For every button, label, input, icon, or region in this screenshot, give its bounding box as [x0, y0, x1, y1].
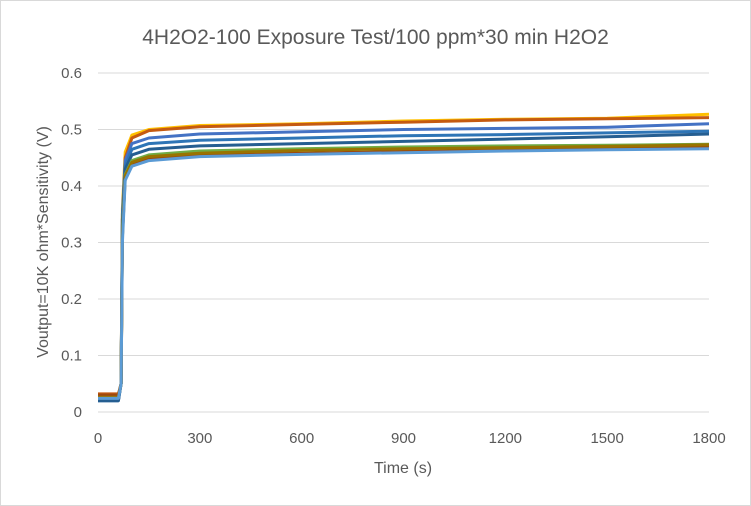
x-tick-label: 1200 — [489, 430, 522, 447]
y-tick-label: 0.4 — [61, 178, 82, 195]
series-line-7 — [98, 145, 710, 397]
x-tick-label: 300 — [187, 430, 212, 447]
x-tick-label: 0 — [94, 430, 102, 447]
y-tick-label: 0.6 — [61, 65, 82, 82]
x-tick-labels: 0 300 600 900 1200 1500 1800 — [94, 430, 726, 447]
x-tick-label: 600 — [289, 430, 314, 447]
series-line-6 — [98, 142, 710, 398]
series-line-2 — [98, 116, 710, 396]
series-lines — [98, 112, 710, 403]
gridlines — [98, 72, 709, 413]
y-tick-label: 0 — [74, 404, 82, 421]
x-tick-label: 900 — [391, 430, 416, 447]
series-line-8 — [98, 143, 710, 399]
y-tick-label: 0.2 — [61, 291, 82, 308]
series-line-4 — [98, 129, 710, 403]
y-tick-label: 0.3 — [61, 235, 82, 252]
x-axis-label: Time (s) — [374, 460, 432, 477]
x-tick-label: 1500 — [590, 430, 623, 447]
series-line-5 — [98, 132, 710, 403]
y-tick-label: 0.1 — [61, 348, 82, 365]
y-axis-label: Voutput=10K ohm*Sensitivity (V) — [35, 126, 52, 358]
chart-title: 4H2O2-100 Exposure Test/100 ppm*30 min H… — [142, 26, 609, 49]
y-tick-labels: 0 0.1 0.2 0.3 0.4 0.5 0.6 — [61, 65, 82, 421]
series-line-3 — [98, 122, 710, 402]
x-tick-label: 1800 — [692, 430, 725, 447]
series-line-9 — [98, 147, 710, 400]
y-tick-label: 0.5 — [61, 122, 82, 139]
